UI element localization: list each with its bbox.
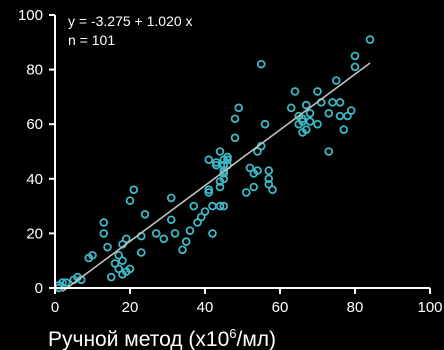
data-point [118, 256, 127, 266]
data-point [350, 62, 360, 72]
data-point [215, 201, 225, 211]
x-tick-label: 40 [197, 299, 214, 316]
data-point [268, 185, 277, 195]
x-axis-label-superscript: 6 [229, 326, 236, 341]
data-point [313, 87, 322, 96]
data-point [204, 155, 214, 164]
points-layer [54, 35, 375, 293]
data-point [301, 100, 311, 110]
data-point [241, 188, 251, 197]
data-point [140, 209, 150, 219]
data-point [99, 229, 109, 238]
data-point [88, 250, 97, 260]
data-point [103, 242, 112, 252]
data-point [219, 201, 229, 211]
data-point [331, 76, 341, 85]
data-point [181, 237, 191, 246]
data-point [324, 108, 334, 118]
data-point [256, 59, 266, 69]
data-point [223, 155, 232, 164]
x-tick-label: 20 [122, 299, 139, 316]
data-point [136, 248, 146, 257]
data-point [365, 35, 375, 44]
data-point [99, 218, 109, 227]
regression-layer [62, 62, 371, 293]
data-point [298, 114, 307, 124]
data-point [301, 125, 311, 134]
x-tick-label: 100 [417, 299, 442, 316]
y-tick-label: 100 [18, 7, 43, 24]
data-point [178, 245, 187, 255]
data-point [121, 234, 131, 244]
x-axis-label-end: /мл) [236, 328, 276, 350]
y-tick-label: 0 [35, 280, 43, 297]
data-point [106, 272, 116, 282]
data-point [215, 147, 225, 156]
equation-annotation: y = -3.275 + 1.020 x [68, 13, 193, 29]
x-tick-label: 80 [347, 299, 364, 316]
n-annotation: n = 101 [68, 32, 115, 48]
data-point [166, 215, 176, 225]
regression-line [62, 62, 371, 293]
x-axis-label: Ручной метод (x106/мл) [48, 326, 276, 350]
data-point [215, 182, 225, 192]
x-tick-label: 60 [272, 299, 289, 316]
data-point [185, 226, 195, 235]
data-point [166, 193, 176, 203]
data-point [159, 234, 169, 244]
data-point [204, 188, 214, 197]
x-axis-label-main: Ручной метод (x10 [48, 328, 229, 350]
data-point [234, 103, 244, 113]
data-point [223, 152, 232, 162]
data-point [305, 108, 315, 118]
data-point [286, 103, 296, 113]
data-point [249, 182, 259, 192]
data-point [204, 185, 214, 195]
data-point [305, 117, 315, 126]
data-point [200, 207, 210, 216]
x-tick-label: 0 [51, 299, 59, 316]
data-point [211, 158, 221, 167]
y-tick-label: 20 [26, 225, 43, 242]
data-point [189, 201, 199, 211]
data-point [264, 166, 274, 175]
data-point [125, 196, 135, 205]
data-point [335, 98, 345, 107]
data-point [129, 185, 139, 195]
data-point [219, 174, 229, 184]
data-point [290, 87, 300, 96]
data-point [170, 229, 180, 238]
data-point [58, 278, 67, 287]
data-point [208, 229, 217, 238]
y-tick-label: 60 [26, 116, 43, 133]
data-point [151, 229, 161, 238]
ticks-layer: 0 20 40 60 80 100 0 20 40 60 80 100 [18, 7, 443, 316]
axes-layer [54, 15, 430, 289]
data-point [230, 133, 240, 143]
data-point [253, 166, 262, 175]
y-tick-label: 40 [26, 171, 43, 188]
data-point [313, 119, 322, 129]
data-point [125, 264, 135, 274]
data-point [346, 106, 356, 115]
data-point [260, 119, 270, 129]
data-point [339, 125, 349, 134]
data-point [61, 278, 71, 287]
data-point [264, 174, 274, 184]
data-point [230, 114, 240, 124]
data-point [350, 51, 360, 61]
data-point [324, 147, 334, 156]
y-tick-label: 80 [26, 62, 43, 79]
